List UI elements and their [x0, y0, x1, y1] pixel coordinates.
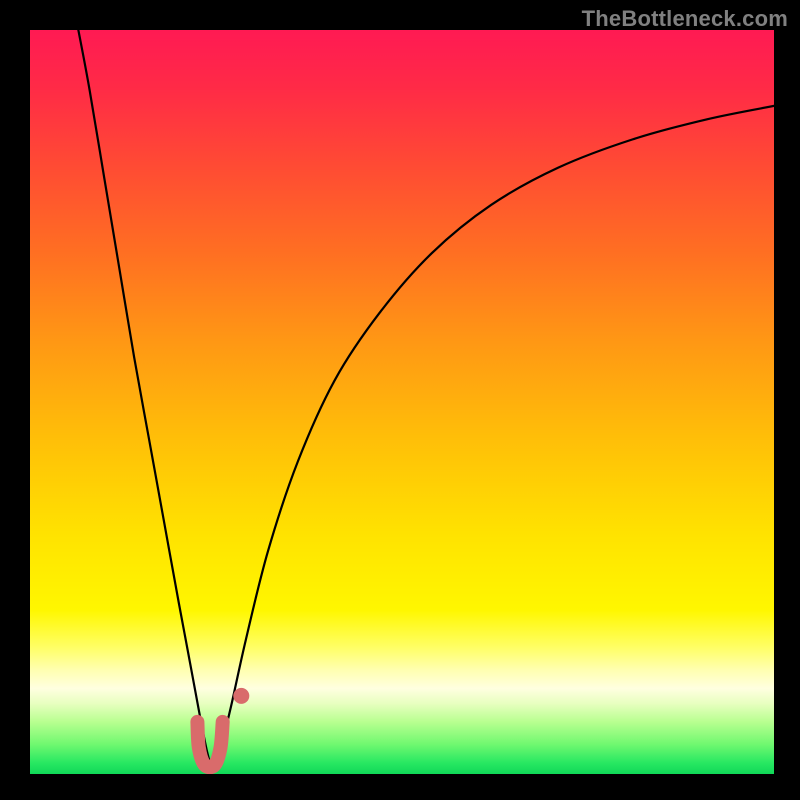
chart-plot-area [30, 30, 774, 774]
bottleneck-chart-svg [30, 30, 774, 774]
optimal-marker-dot [233, 688, 249, 704]
chart-outer-frame: TheBottleneck.com [0, 0, 800, 800]
watermark-text: TheBottleneck.com [582, 6, 788, 32]
